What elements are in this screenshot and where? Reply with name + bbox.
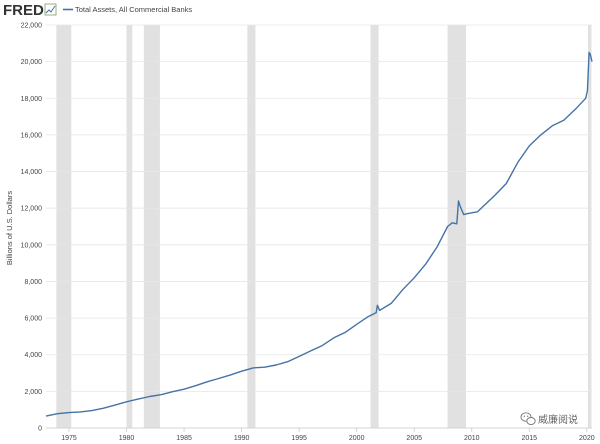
legend-label: Total Assets, All Commercial Banks <box>75 5 192 14</box>
recession-bands <box>56 25 592 428</box>
y-axis-ticks: 0 2,000 4,000 6,000 8,000 10,000 12,000 14,000 1… <box>21 23 43 433</box>
series-line <box>45 51 593 417</box>
y-tick-label: 16,000 <box>21 132 43 139</box>
x-tick-label: 1985 <box>176 435 192 442</box>
x-axis-ticks: 1975 1980 1985 1990 1995 2000 2005 2010 2015 2020 <box>61 428 595 442</box>
recession-band <box>126 25 133 428</box>
series-layer <box>45 51 593 417</box>
legend: Total Assets, All Commercial Banks <box>63 5 192 14</box>
x-tick-label: 1975 <box>61 435 77 442</box>
y-tick-label: 6,000 <box>24 316 42 323</box>
x-tick-label: 2000 <box>349 435 365 442</box>
watermark: 威廉阅说 <box>520 412 578 426</box>
watermark-text: 威廉阅说 <box>538 413 578 426</box>
y-tick-label: 22,000 <box>21 23 43 30</box>
x-tick-label: 1980 <box>119 435 135 442</box>
recession-band <box>587 25 592 428</box>
y-tick-label: 12,000 <box>21 206 43 213</box>
logo-text: FRED <box>3 2 44 19</box>
y-tick-label: 10,000 <box>21 242 43 249</box>
y-tick-label: 8,000 <box>24 279 42 286</box>
y-tick-label: 0 <box>38 426 42 433</box>
x-tick-label: 2010 <box>464 435 480 442</box>
wechat-icon <box>520 412 536 425</box>
recession-band <box>370 25 379 428</box>
x-tick-label: 2020 <box>579 435 595 442</box>
y-tick-label: 4,000 <box>24 352 42 359</box>
logo-mini-chart-icon <box>44 3 57 16</box>
fred-logo[interactable]: FRED <box>3 2 57 19</box>
y-tick-label: 20,000 <box>21 59 43 66</box>
recession-band <box>143 25 160 428</box>
y-tick-label: 14,000 <box>21 169 43 176</box>
x-tick-label: 2015 <box>521 435 537 442</box>
x-tick-label: 1990 <box>234 435 250 442</box>
x-tick-label: 1995 <box>291 435 307 442</box>
recession-band <box>447 25 466 428</box>
y-axis-title: Billions of U.S. Dollars <box>5 191 14 265</box>
y-tick-label: 2,000 <box>24 389 42 396</box>
recession-band <box>247 25 256 428</box>
recession-band <box>56 25 72 428</box>
y-tick-label: 18,000 <box>21 96 43 103</box>
x-tick-label: 2005 <box>406 435 422 442</box>
gridlines <box>46 24 592 429</box>
